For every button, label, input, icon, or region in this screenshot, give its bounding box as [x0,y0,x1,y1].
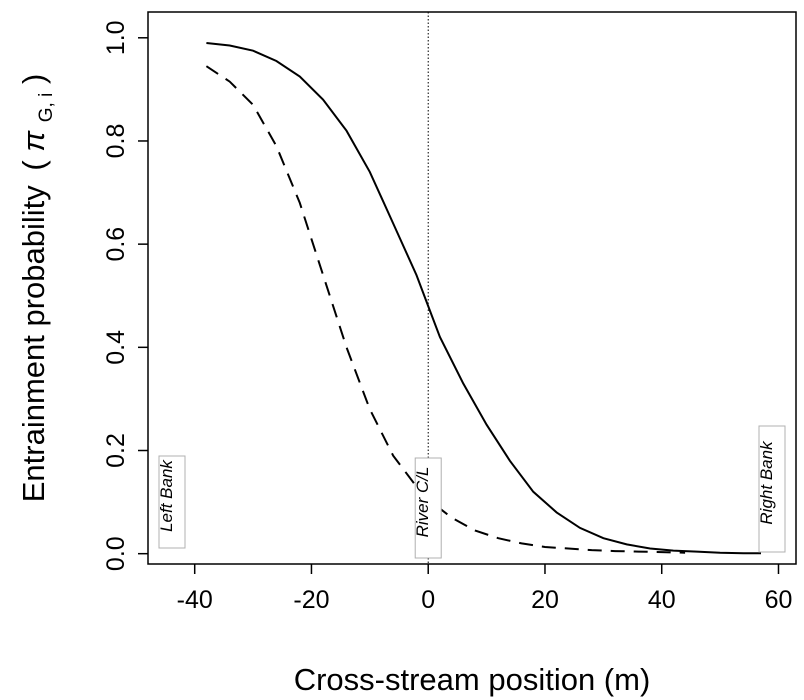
x-tick-label: -40 [177,586,213,614]
y-axis-title: Entrainment probability ( π G, i ) [16,74,59,503]
y-tick-label: 0.6 [102,227,130,262]
y-axis-title-text: Entrainment probability [16,185,51,503]
y-tick-label: 1.0 [102,20,130,55]
annotation-box [414,457,442,559]
y-tick-label: 0.0 [102,536,130,571]
x-tick-label: 20 [531,586,559,614]
series-line-solid [206,42,761,555]
y-tick-label: 0.4 [102,330,130,365]
series-layer [205,42,761,555]
y-axis-title-symbol: π [16,130,51,152]
annotation-label: Left Bank [157,459,176,532]
y-tick-label: 0.8 [102,124,130,159]
annotation-box [158,455,186,549]
x-tick-label: 0 [421,586,435,614]
plot-frame [147,11,797,565]
x-axis: -40 -20 0 20 40 60 [177,564,793,614]
y-axis: 0.0 0.2 0.4 0.6 0.8 1.0 [102,20,148,571]
x-tick-label: -20 [293,586,329,614]
x-tick-label: 40 [648,586,676,614]
x-tick-label: 60 [765,586,793,614]
series-line-dashed [205,65,686,554]
y-axis-title-subscript: G, i [36,93,57,123]
annotations: Left Bank River C/L Right Bank [157,425,786,559]
annotation-label: River C/L [413,467,432,538]
annotation-box [758,425,786,553]
x-axis-title: Cross-stream position (m) [294,662,651,697]
annotation-label: Right Bank [757,440,776,525]
y-tick-label: 0.2 [102,433,130,468]
